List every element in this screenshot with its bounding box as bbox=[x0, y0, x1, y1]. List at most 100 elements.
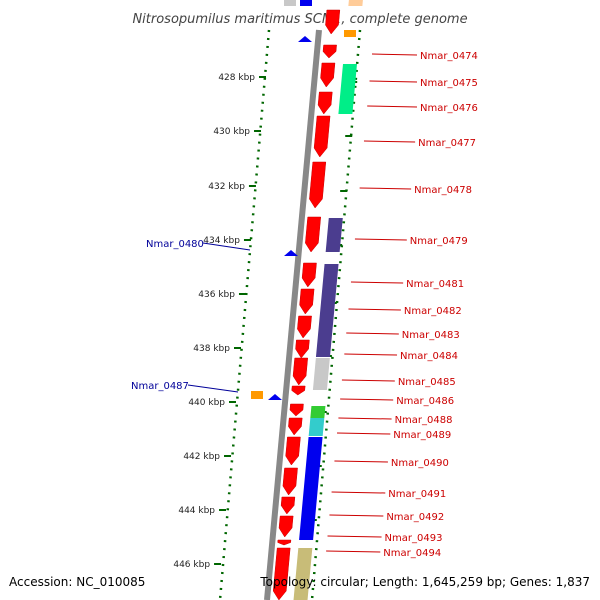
gene-label-right: Nmar_0491 bbox=[388, 489, 446, 500]
forward-gene-arrow bbox=[280, 496, 296, 515]
forward-gene-arrow bbox=[292, 357, 309, 386]
gene-label-right: Nmar_0478 bbox=[414, 185, 472, 196]
gene-label-right: Nmar_0474 bbox=[420, 51, 478, 62]
reverse-gene-track bbox=[268, 36, 312, 400]
cog-track bbox=[251, 0, 363, 600]
gene-label-right: Nmar_0492 bbox=[386, 512, 444, 523]
cog-block bbox=[325, 218, 343, 252]
forward-gene-arrow bbox=[313, 115, 331, 158]
gene-connector-line bbox=[346, 332, 399, 335]
gene-connector-line bbox=[331, 491, 386, 494]
gene-connector-line bbox=[363, 140, 416, 143]
topology-text: Topology: circular; Length: 1,645,259 bp… bbox=[259, 575, 590, 589]
reverse-gene-arrow bbox=[284, 250, 298, 256]
cog-block-small bbox=[300, 0, 312, 6]
scale-tick-label: 434 kbp bbox=[203, 236, 240, 246]
gene-connector-line bbox=[202, 242, 251, 251]
backbone bbox=[264, 29, 322, 600]
gene-label-right: Nmar_0489 bbox=[393, 430, 451, 441]
forward-gene-arrow bbox=[285, 436, 301, 466]
gene-connector-line bbox=[187, 384, 239, 393]
gene-connector-line bbox=[329, 514, 384, 517]
cog-block bbox=[315, 264, 339, 357]
forward-gene-track bbox=[272, 9, 341, 600]
gene-label-right: Nmar_0488 bbox=[395, 415, 453, 426]
gene-connector-line bbox=[354, 238, 407, 241]
gene-connector-line bbox=[348, 308, 401, 311]
gene-label-right: Nmar_0485 bbox=[398, 377, 456, 388]
cog-block bbox=[338, 64, 357, 114]
forward-gene-arrow bbox=[297, 315, 312, 339]
gene-connector-line bbox=[340, 398, 394, 401]
cog-block-small bbox=[251, 391, 263, 399]
forward-gene-arrow bbox=[289, 403, 304, 417]
forward-gene-arrow bbox=[322, 44, 337, 59]
gene-connector-line bbox=[338, 417, 392, 420]
gene-label-right: Nmar_0486 bbox=[396, 396, 454, 407]
gene-label-right: Nmar_0477 bbox=[418, 138, 476, 149]
scale-tick-label: 438 kbp bbox=[193, 344, 230, 354]
gene-connector-line bbox=[334, 460, 388, 463]
scale-tick-label: 440 kbp bbox=[188, 398, 225, 408]
outer-tick-dotted-line bbox=[218, 29, 271, 600]
gene-label-right: Nmar_0494 bbox=[383, 548, 441, 559]
inner-tick-dotted-line bbox=[310, 29, 362, 600]
accession-text: Accession: NC_010085 bbox=[9, 575, 145, 589]
outer-tick-ring bbox=[218, 29, 271, 600]
cog-block bbox=[348, 0, 363, 6]
scale-tick-label: 428 kbp bbox=[218, 73, 255, 83]
scale-tick-label: 444 kbp bbox=[178, 506, 215, 516]
gene-connector-line bbox=[344, 353, 398, 356]
gene-connector-line bbox=[367, 105, 418, 108]
forward-gene-arrow bbox=[309, 161, 327, 209]
gene-label-left: Nmar_0487 bbox=[131, 381, 189, 392]
map-title: Nitrosopumilus maritimus SCM1, complete … bbox=[132, 12, 467, 27]
forward-gene-arrow bbox=[301, 262, 317, 288]
gene-label-right: Nmar_0483 bbox=[402, 330, 460, 341]
gene-connector-line bbox=[337, 432, 391, 435]
scale-tick-group: 428 kbp 430 kbp 432 kbp 434 kbp 436 kbp 438 k… bbox=[173, 73, 358, 570]
backbone-line bbox=[264, 29, 322, 600]
forward-gene-arrow bbox=[282, 467, 298, 496]
gene-label-right: Nmar_0484 bbox=[400, 351, 458, 362]
gene-label-right: Nmar_0476 bbox=[420, 103, 478, 114]
forward-gene-arrow bbox=[288, 417, 303, 436]
cog-block bbox=[293, 548, 313, 600]
right-gene-labels: Nmar_0474 Nmar_0475 Nmar_0476 Nmar_0477 Nmar… bbox=[326, 51, 478, 559]
forward-gene-arrow bbox=[272, 547, 291, 600]
gene-connector-line bbox=[350, 281, 404, 284]
gene-label-right: Nmar_0493 bbox=[385, 533, 443, 544]
gene-label-right: Nmar_0475 bbox=[420, 78, 478, 89]
gene-label-right: Nmar_0490 bbox=[391, 458, 449, 469]
cog-block bbox=[312, 358, 330, 390]
scale-tick-label: 446 kbp bbox=[173, 560, 210, 570]
forward-gene-arrow bbox=[317, 91, 333, 115]
cog-block bbox=[310, 406, 326, 418]
gene-connector-line bbox=[371, 53, 418, 56]
gene-connector-line bbox=[359, 187, 412, 190]
cog-block-small bbox=[284, 0, 296, 6]
forward-gene-arrow bbox=[305, 216, 322, 253]
cog-block bbox=[308, 418, 325, 436]
gene-connector-line bbox=[326, 550, 381, 553]
forward-gene-arrow bbox=[325, 9, 341, 35]
gene-label-right: Nmar_0481 bbox=[406, 279, 464, 290]
forward-gene-arrow bbox=[299, 288, 315, 315]
gene-label-right: Nmar_0479 bbox=[410, 236, 468, 247]
forward-gene-arrow bbox=[320, 62, 336, 88]
gene-connector-line bbox=[369, 80, 418, 83]
gene-connector-line bbox=[327, 535, 382, 538]
cog-block-small bbox=[344, 30, 356, 37]
scale-tick-label: 430 kbp bbox=[213, 127, 250, 137]
reverse-gene-arrow bbox=[268, 394, 282, 400]
scale-tick-label: 436 kbp bbox=[198, 290, 235, 300]
gene-label-right: Nmar_0482 bbox=[404, 306, 462, 317]
gene-label-left: Nmar_0480 bbox=[146, 239, 204, 250]
reverse-gene-arrow bbox=[298, 36, 312, 42]
forward-gene-arrow bbox=[295, 339, 310, 359]
gene-connector-line bbox=[341, 379, 395, 382]
forward-gene-arrow bbox=[278, 515, 294, 538]
scale-tick-label: 432 kbp bbox=[208, 182, 245, 192]
cog-block bbox=[299, 437, 323, 540]
